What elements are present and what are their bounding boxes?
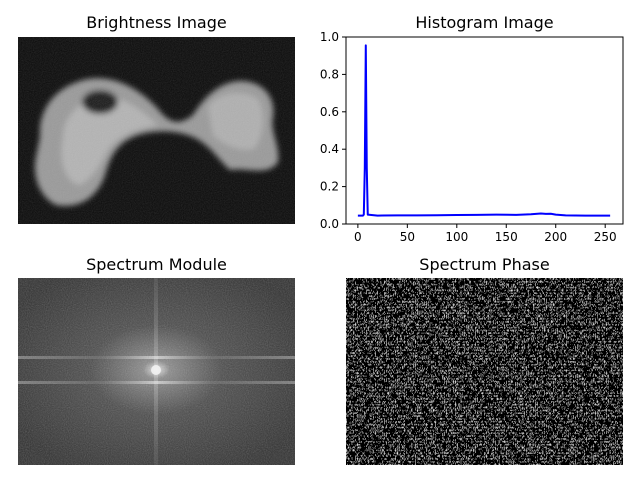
x-tick-label: 150 [495, 230, 518, 244]
x-tick-label: 100 [445, 230, 468, 244]
brightness-image-title: Brightness Image [86, 13, 227, 32]
spectrum-module-svg [18, 278, 295, 465]
histogram-series-line [357, 44, 611, 217]
x-tick-label: 50 [400, 230, 415, 244]
histogram-axes-frame [345, 36, 624, 225]
x-tick-label: 0 [354, 230, 362, 244]
brightness-image [18, 37, 295, 224]
x-tick-label: 250 [594, 230, 617, 244]
histogram-plot-area: 0 50 100 150 200 250 0.0 0.2 0.4 0.6 0.8 1.0 [320, 30, 624, 244]
spectrum-phase-title: Spectrum Phase [419, 255, 550, 274]
y-tick-label: 1.0 [320, 30, 339, 44]
y-tick-label: 0.0 [320, 217, 339, 231]
x-tick-label: 200 [544, 230, 567, 244]
histogram-image-title: Histogram Image [415, 13, 554, 32]
y-tick-label: 0.6 [320, 105, 339, 119]
spectrum-phase-image [346, 278, 623, 465]
y-tick-label: 0.8 [320, 67, 339, 81]
spectrum-module-title: Spectrum Module [86, 255, 227, 274]
y-tick-label: 0.2 [320, 180, 339, 194]
brightness-image-svg [18, 37, 295, 224]
spectrum-phase-svg [346, 278, 623, 465]
spectrum-module-image [18, 278, 295, 465]
y-tick-label: 0.4 [320, 142, 339, 156]
